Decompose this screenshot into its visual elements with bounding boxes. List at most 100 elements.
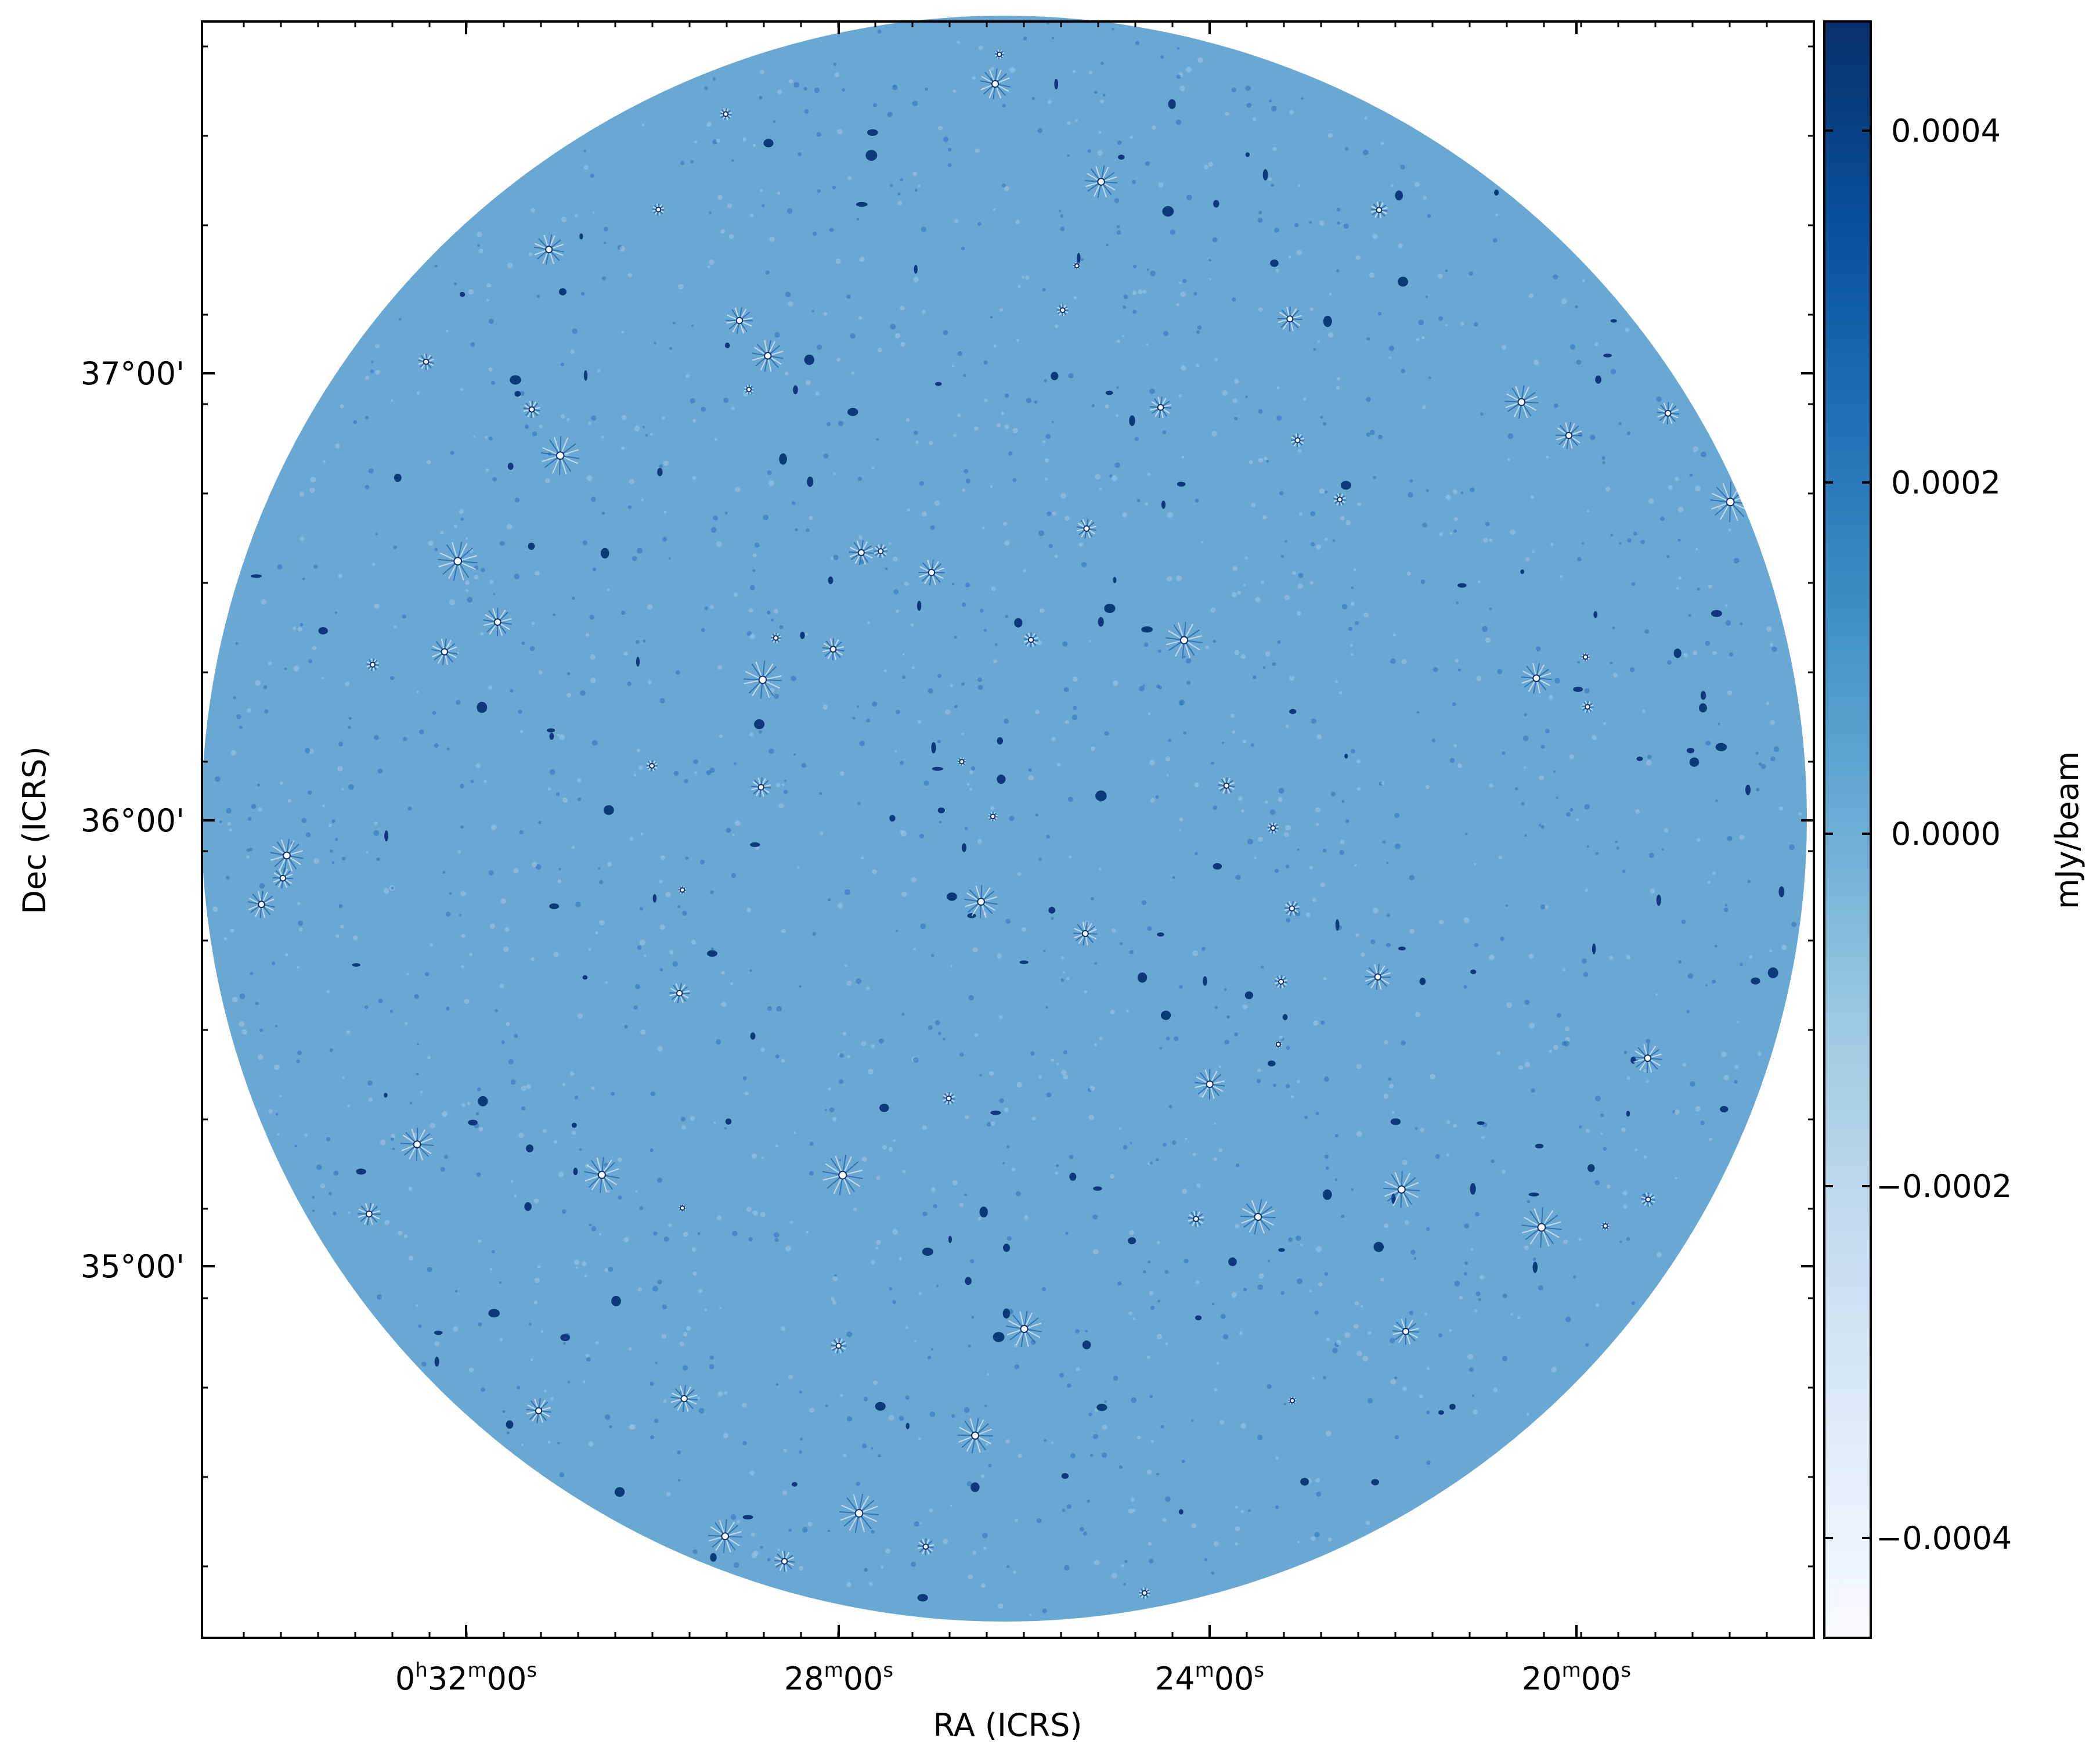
noise-speck <box>897 201 903 206</box>
noise-speck <box>1177 46 1180 50</box>
extended-source <box>856 201 868 207</box>
point-source <box>526 1398 551 1424</box>
noise-speck <box>1193 291 1197 296</box>
noise-speck <box>774 693 779 699</box>
point-source <box>1139 1587 1150 1599</box>
noise-speck <box>913 430 918 435</box>
source-core <box>1726 498 1735 507</box>
noise-speck <box>724 1392 728 1395</box>
noise-speck <box>536 294 540 298</box>
noise-speck <box>510 1079 516 1085</box>
extended-source <box>571 1122 577 1128</box>
source-core <box>676 989 683 997</box>
extended-source <box>652 894 657 903</box>
noise-speck <box>1740 622 1743 626</box>
noise-speck <box>861 1041 867 1046</box>
noise-speck <box>567 693 572 698</box>
noise-speck <box>861 1443 867 1449</box>
noise-speck <box>666 1492 671 1497</box>
noise-speck <box>1099 99 1104 104</box>
noise-speck <box>1067 797 1073 802</box>
point-source <box>272 867 294 889</box>
noise-speck <box>489 1267 493 1271</box>
noise-speck <box>1065 516 1070 521</box>
noise-speck <box>786 208 793 214</box>
extended-source <box>1118 154 1125 160</box>
noise-speck <box>1005 1439 1010 1443</box>
noise-speck <box>1196 1183 1201 1188</box>
noise-speck <box>1426 1410 1430 1414</box>
noise-speck <box>434 547 438 552</box>
noise-speck <box>1234 650 1240 655</box>
noise-speck <box>1034 400 1038 404</box>
noise-speck <box>1070 1453 1076 1458</box>
noise-speck <box>1247 1509 1251 1512</box>
noise-speck <box>1422 523 1427 528</box>
source-core <box>369 661 376 668</box>
noise-speck <box>1356 787 1361 791</box>
noise-speck <box>1315 1478 1320 1483</box>
noise-speck <box>1208 278 1212 281</box>
extended-source <box>1098 617 1104 627</box>
noise-speck <box>1149 1161 1153 1165</box>
noise-speck <box>1502 1294 1507 1299</box>
noise-speck <box>408 1187 412 1191</box>
noise-speck <box>694 141 697 144</box>
noise-speck <box>1035 709 1040 714</box>
noise-speck <box>833 472 836 475</box>
noise-speck <box>1073 705 1077 710</box>
noise-speck <box>428 541 434 546</box>
noise-speck <box>749 1470 755 1476</box>
noise-speck <box>993 208 996 211</box>
extended-source <box>434 1330 443 1335</box>
noise-speck <box>1149 1558 1154 1564</box>
noise-speck <box>1208 161 1213 167</box>
noise-speck <box>1133 264 1137 269</box>
noise-speck <box>659 698 665 704</box>
noise-speck <box>1059 1372 1065 1378</box>
source-core <box>971 1431 980 1440</box>
noise-speck <box>690 398 695 404</box>
source-core <box>555 451 565 460</box>
noise-speck <box>1210 607 1216 613</box>
noise-speck <box>832 1300 837 1305</box>
noise-speck <box>1124 1559 1128 1564</box>
extended-source <box>804 354 814 365</box>
noise-speck <box>742 1403 747 1408</box>
noise-speck <box>1318 1282 1323 1287</box>
noise-speck <box>1017 871 1022 876</box>
noise-speck <box>1283 1403 1287 1406</box>
noise-speck <box>1646 760 1652 766</box>
noise-speck <box>936 1284 939 1287</box>
noise-speck <box>1004 1107 1009 1112</box>
noise-speck <box>981 1474 985 1478</box>
extended-source <box>1195 1315 1202 1321</box>
noise-speck <box>746 1206 752 1212</box>
noise-speck <box>544 1389 547 1393</box>
noise-speck <box>1240 1510 1244 1513</box>
point-source <box>400 1127 434 1161</box>
noise-speck <box>770 618 774 622</box>
noise-speck <box>1474 863 1477 866</box>
noise-speck <box>704 86 708 90</box>
noise-speck <box>1734 1065 1739 1069</box>
noise-speck <box>1017 284 1021 288</box>
noise-speck <box>629 1424 634 1430</box>
noise-speck <box>1626 955 1630 960</box>
noise-speck <box>1468 1367 1474 1372</box>
noise-speck <box>229 828 232 832</box>
noise-speck <box>1524 1245 1529 1251</box>
noise-speck <box>1143 1270 1146 1274</box>
noise-speck <box>1334 1178 1338 1181</box>
point-source <box>752 340 784 372</box>
noise-speck <box>1464 1261 1468 1265</box>
sky-image-panel <box>201 16 1815 1639</box>
noise-speck <box>799 1450 802 1454</box>
noise-speck <box>1297 449 1302 453</box>
noise-speck <box>1063 1074 1069 1080</box>
source-core <box>781 1558 788 1565</box>
noise-speck <box>1415 1127 1418 1130</box>
point-source <box>1365 964 1391 990</box>
noise-speck <box>1022 275 1025 279</box>
noise-speck <box>1366 397 1371 402</box>
